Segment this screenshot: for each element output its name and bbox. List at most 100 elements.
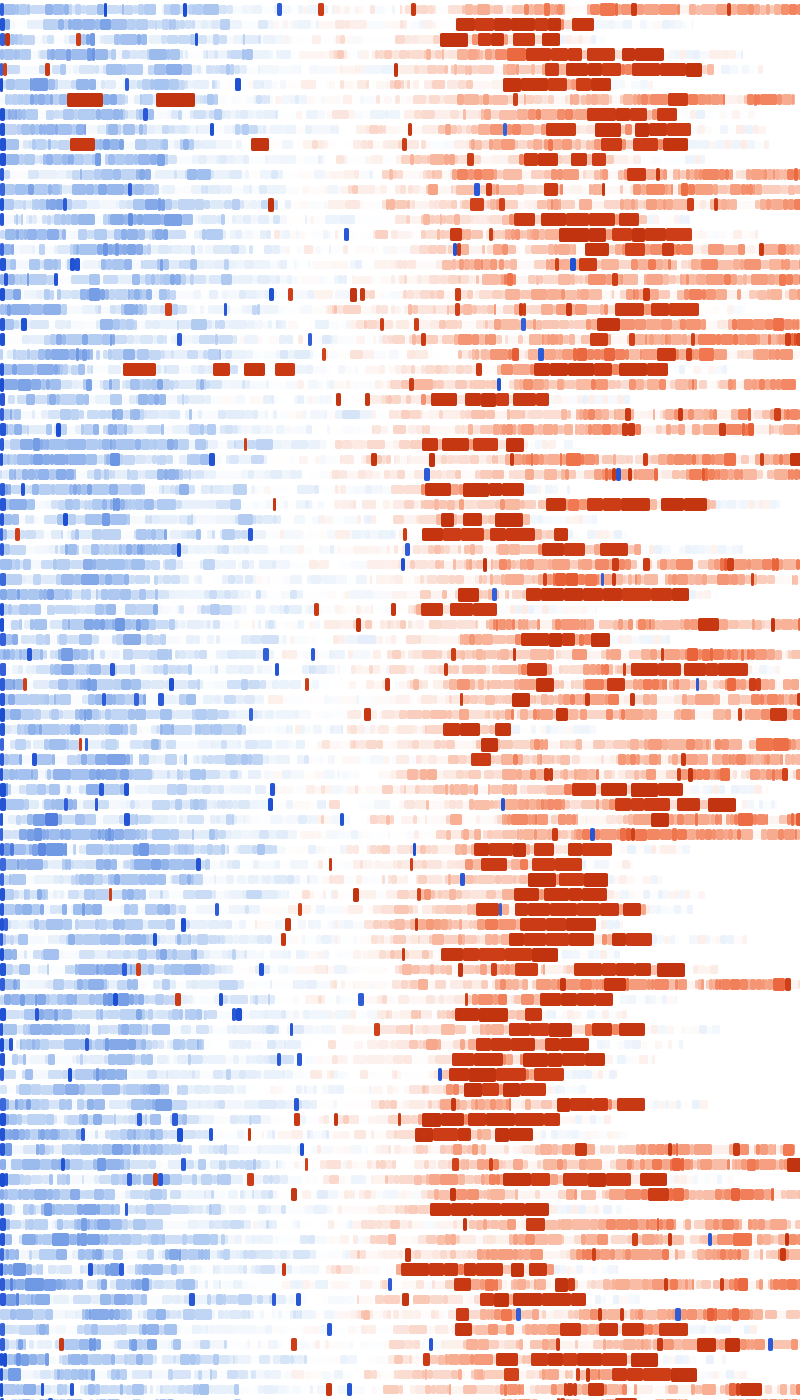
token-cell — [352, 650, 370, 659]
token-cell — [141, 665, 147, 674]
token-cell — [27, 468, 35, 481]
token-cell — [24, 529, 37, 540]
token-cell — [18, 154, 25, 165]
token-cell — [25, 109, 39, 120]
token-cell — [253, 514, 256, 525]
token-cell — [475, 17, 495, 32]
token-cell — [662, 199, 666, 210]
token-cell — [660, 62, 686, 77]
token-cell — [107, 183, 125, 196]
token-cell — [689, 468, 703, 481]
token-cell — [659, 558, 668, 571]
token-cell — [47, 588, 54, 601]
token-cell — [524, 200, 533, 209]
token-cell — [419, 289, 430, 300]
token-cell — [235, 77, 242, 92]
token-cell — [81, 305, 96, 314]
token-cell — [17, 378, 31, 391]
token-cell — [791, 574, 795, 585]
token-cell — [15, 4, 19, 15]
token-cell — [42, 19, 58, 30]
token-cell — [480, 49, 484, 60]
token-cell — [423, 170, 426, 179]
token-cell — [774, 619, 781, 630]
token-cell — [5, 153, 19, 166]
token-cell — [434, 5, 437, 14]
token-cell — [373, 680, 383, 689]
token-cell — [14, 395, 17, 404]
token-cell — [485, 379, 491, 390]
token-cell — [535, 34, 543, 45]
token-cell — [332, 470, 341, 479]
token-cell — [342, 95, 353, 104]
token-cell — [602, 62, 621, 77]
token-cell — [207, 94, 214, 105]
token-cell — [141, 679, 152, 690]
token-cell — [120, 365, 124, 374]
token-cell — [212, 305, 224, 314]
token-cell — [249, 155, 257, 164]
token-cell — [617, 169, 624, 180]
token-cell — [276, 560, 291, 569]
token-cell — [271, 230, 274, 239]
token-cell — [362, 665, 370, 674]
token-cell — [243, 544, 249, 555]
token-cell — [736, 350, 742, 359]
token-cell — [299, 500, 306, 509]
token-cell — [687, 574, 695, 585]
token-cell — [123, 454, 135, 465]
token-cell — [39, 49, 48, 60]
token-cell — [253, 275, 257, 284]
token-cell — [710, 199, 715, 210]
token-cell — [84, 604, 96, 615]
token-cell — [289, 245, 298, 254]
token-cell — [123, 573, 129, 586]
token-cell — [431, 140, 443, 149]
token-cell — [490, 559, 494, 570]
token-cell — [480, 304, 488, 315]
token-cell — [472, 559, 476, 570]
token-cell — [374, 200, 383, 209]
token-cell — [373, 605, 378, 614]
token-cell — [223, 485, 231, 494]
token-cell — [22, 559, 31, 570]
token-cell — [288, 320, 299, 329]
token-cell — [220, 214, 226, 225]
token-cell — [271, 394, 275, 405]
token-cell — [306, 410, 311, 419]
token-cell — [743, 350, 753, 359]
token-cell — [406, 140, 420, 149]
token-cell — [247, 110, 254, 119]
token-cell — [475, 139, 482, 150]
token-cell — [649, 122, 667, 137]
token-cell — [318, 560, 329, 569]
token-cell — [396, 155, 401, 164]
token-cell — [596, 35, 601, 44]
token-cell — [140, 334, 154, 345]
token-cell — [499, 498, 506, 511]
token-cell — [161, 19, 169, 30]
token-cell — [325, 380, 329, 389]
token-cell — [41, 35, 47, 44]
token-cell — [489, 574, 493, 585]
token-cell — [171, 605, 177, 614]
token-cell — [583, 679, 586, 690]
token-cell — [414, 65, 419, 74]
token-cell — [326, 80, 330, 89]
token-cell — [281, 650, 287, 659]
token-cell — [310, 260, 314, 269]
token-cell — [95, 64, 100, 75]
token-cell — [509, 452, 514, 467]
token-cell — [375, 575, 389, 584]
token-cell — [593, 620, 600, 629]
token-cell — [252, 80, 261, 89]
token-cell — [95, 48, 109, 61]
token-cell — [578, 170, 583, 179]
token-cell — [573, 530, 579, 539]
token-cell — [343, 170, 354, 179]
token-cell — [0, 437, 5, 452]
token-cell — [136, 33, 142, 46]
token-cell — [496, 589, 499, 600]
token-cell — [259, 65, 279, 74]
token-cell — [315, 245, 322, 254]
